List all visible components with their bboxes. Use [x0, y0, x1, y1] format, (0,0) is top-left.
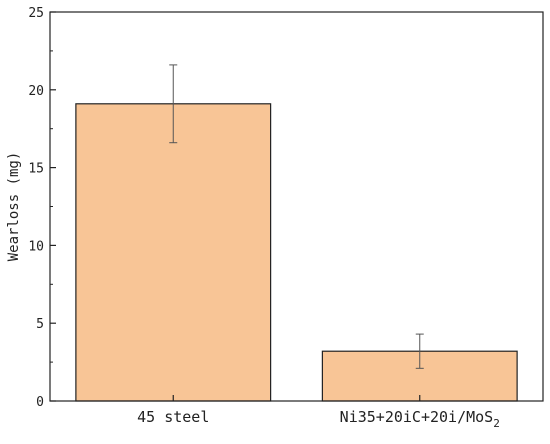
bar	[75, 103, 272, 402]
y-tick-label: 5	[36, 317, 44, 332]
y-tick-label: 20	[28, 84, 44, 99]
y-tick-label: 0	[36, 395, 44, 410]
y-axis-title: Wearloss (mg)	[6, 152, 22, 262]
y-tick-label: 25	[28, 6, 44, 21]
bars-group	[75, 103, 518, 402]
error-bars-group	[169, 64, 424, 369]
plot-frame	[49, 11, 544, 402]
y-tick-label: 10	[28, 239, 44, 254]
x-category-label: 45 steel	[137, 408, 209, 426]
x-axis: 45 steel Ni35+20iC+20i/MoS2	[137, 395, 500, 430]
y-axis: 0 5 10 15 20 25	[28, 6, 56, 410]
y-tick-label: 15	[28, 162, 44, 177]
x-category-label: Ni35+20iC+20i/MoS2	[340, 408, 500, 430]
